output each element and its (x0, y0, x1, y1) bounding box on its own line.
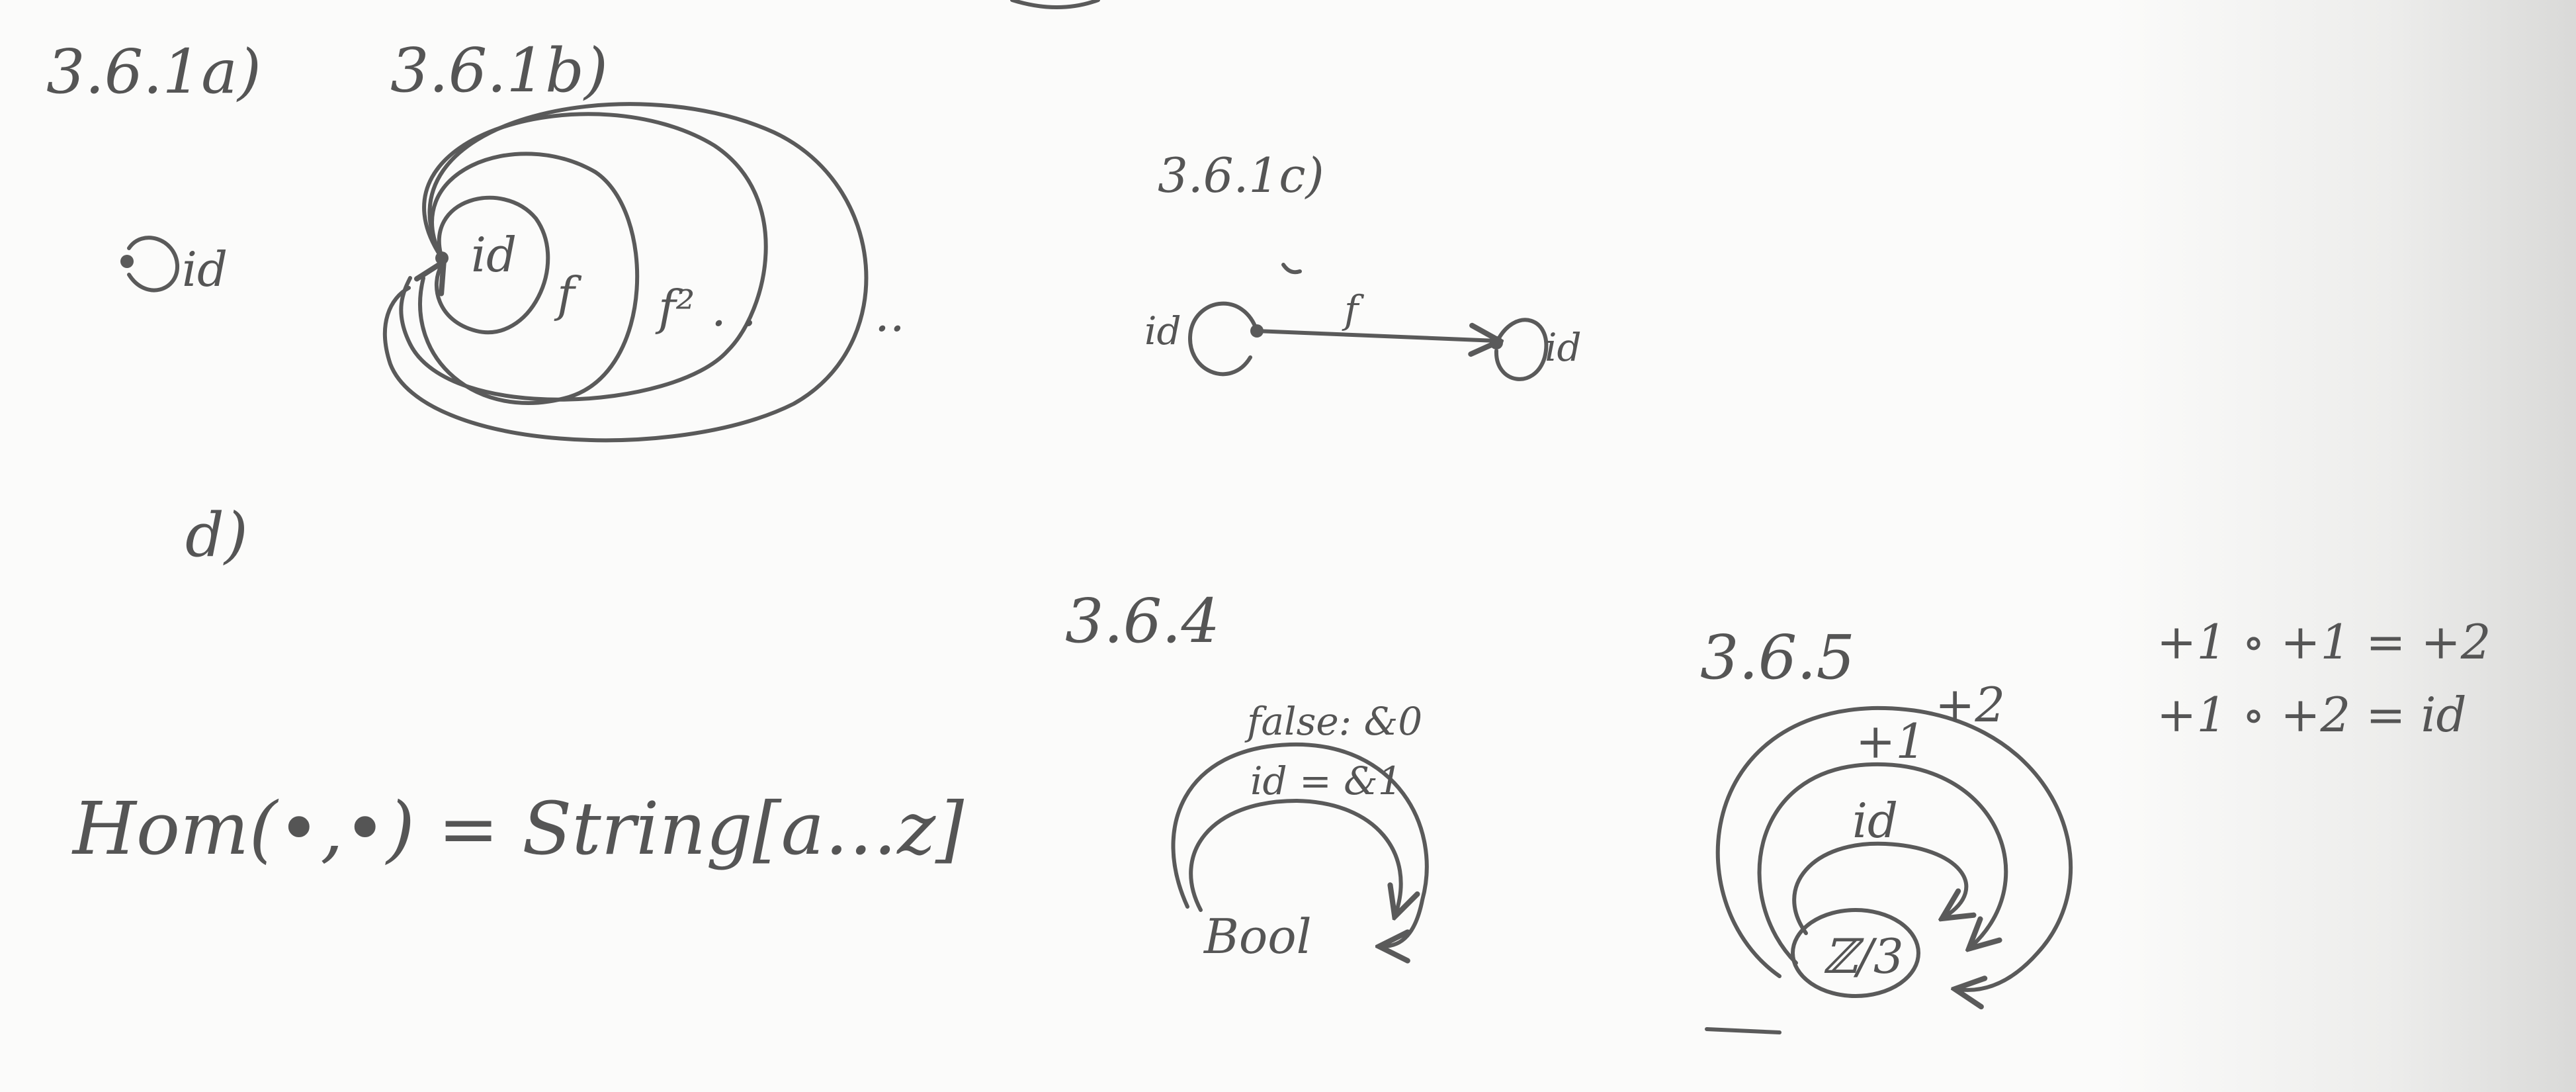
identity-loop-left (1188, 301, 1259, 377)
loop-id-z3-label: id (1852, 793, 1898, 848)
top-edge-mark (1010, 0, 1100, 9)
diagram-c-two-objects: id f id (1144, 287, 1582, 381)
loop-plus-two (1715, 705, 2073, 990)
object-z3: ℤ/3 (1823, 929, 1904, 984)
loop-id-bool-label: id = &1 (1250, 758, 1402, 803)
identity-right-label: id (1545, 325, 1582, 370)
diagram-3-6-5-z3: ℤ/3 id +1 +2 (1705, 677, 2073, 1034)
equation-1: +1 ∘ +1 = +2 (2157, 614, 2491, 670)
label-3-6-5: 3.6.5 (1700, 622, 1855, 693)
loop-outer (383, 102, 869, 443)
stray-underline (1705, 1027, 1782, 1034)
identity-loop-a (127, 236, 180, 293)
object-bool: Bool (1203, 909, 1312, 964)
loop-id-bool (1189, 799, 1400, 913)
loop-plus-two-label: +2 (1935, 677, 2005, 733)
morphism-f (1255, 331, 1496, 341)
identity-left-label: id (1144, 308, 1181, 353)
morphism-f-label: f (1342, 287, 1365, 332)
label-3-6-4: 3.6.4 (1065, 586, 1220, 657)
continuation-dots-inner: . . (711, 281, 757, 337)
object-dot (120, 255, 134, 268)
diagram-b-iterated-loops: id f f² . . .. (383, 102, 905, 443)
loop-id-label: id (471, 227, 517, 283)
label-3-6-1b: 3.6.1b) (390, 35, 608, 106)
loop-id-z3 (1792, 841, 1966, 935)
label-3-6-1d: d) (185, 500, 248, 570)
diagram-a-single-object: id (120, 236, 228, 297)
loop-plus-one (1757, 762, 2008, 965)
diagram-3-6-4-bool: false: &0 id = &1 Bool (1171, 699, 1429, 964)
hom-formula: Hom(•,•) = String[a…z] (71, 786, 965, 871)
continuation-dots-outer: .. (875, 287, 905, 342)
loop-id (437, 195, 550, 335)
identity-label-a: id (182, 242, 228, 297)
loop-f-squared-label: f² (655, 280, 695, 336)
loop-f (418, 152, 640, 405)
loop-f-label: f (554, 267, 582, 322)
equation-2: +1 ∘ +2 = id (2157, 687, 2467, 743)
label-3-6-1a: 3.6.1a) (46, 36, 261, 107)
loop-plus-one-label: +1 (1856, 713, 1926, 769)
identity-loop-right (1494, 318, 1549, 381)
stray-mark (1281, 263, 1302, 275)
label-3-6-1c: 3.6.1c) (1158, 148, 1324, 203)
loop-false-label: false: &0 (1244, 699, 1422, 744)
object-z3-circle (1791, 908, 1920, 998)
